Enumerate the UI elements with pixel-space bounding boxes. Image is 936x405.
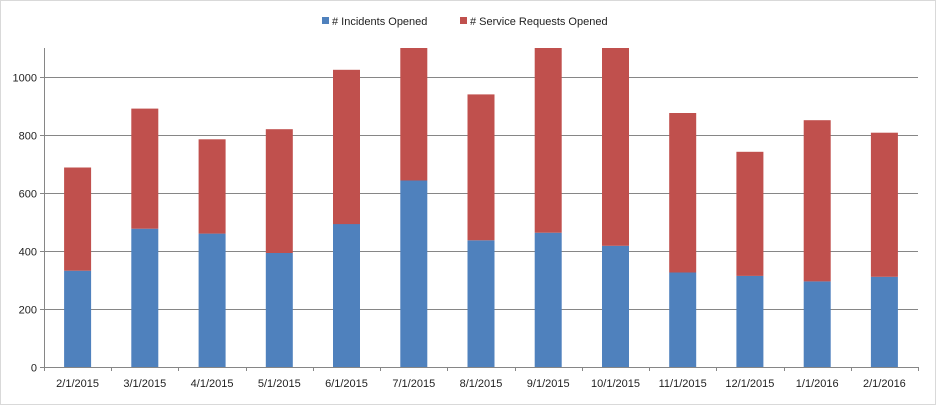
legend: # Incidents Opened # Service Requests Ope… xyxy=(322,16,608,28)
bar-service-requests-9 xyxy=(669,113,697,273)
y-tick-label-5: 1000 xyxy=(13,73,37,85)
y-tick-label-0: 0 xyxy=(31,363,37,375)
y-tick-label-3: 600 xyxy=(19,189,37,201)
bar-incidents-9 xyxy=(669,272,697,367)
bar-service-requests-2 xyxy=(198,139,226,234)
bar-incidents-2 xyxy=(198,233,226,367)
bar-service-requests-8 xyxy=(602,48,629,246)
x-tick-label-12: 2/1/2016 xyxy=(863,378,906,390)
x-tick-label-10: 12/1/2015 xyxy=(725,378,774,390)
bar-service-requests-11 xyxy=(803,120,831,282)
y-tick-label-2: 400 xyxy=(19,247,37,259)
bar-service-requests-7 xyxy=(534,48,562,233)
bar-incidents-8 xyxy=(602,245,629,367)
bar-service-requests-5 xyxy=(400,48,428,181)
bar-incidents-11 xyxy=(803,281,831,367)
legend-label-incidents: # Incidents Opened xyxy=(332,16,427,28)
x-tick-label-11: 1/1/2016 xyxy=(796,378,839,390)
legend-swatch-service-requests xyxy=(460,17,467,24)
bar-service-requests-0 xyxy=(64,167,92,271)
x-tick-label-3: 5/1/2015 xyxy=(258,378,301,390)
bar-incidents-7 xyxy=(534,232,562,367)
x-tick-label-9: 11/1/2015 xyxy=(659,378,707,390)
bar-incidents-12 xyxy=(870,276,898,367)
bar-incidents-10 xyxy=(736,275,764,367)
bar-incidents-4 xyxy=(333,224,360,367)
x-tick-label-7: 9/1/2015 xyxy=(527,378,570,390)
bar-incidents-1 xyxy=(131,228,159,367)
x-tick-label-2: 4/1/2015 xyxy=(191,378,234,390)
bar-incidents-3 xyxy=(265,253,293,367)
x-tick-label-6: 8/1/2015 xyxy=(460,378,503,390)
bar-service-requests-10 xyxy=(736,151,764,276)
bar-service-requests-6 xyxy=(467,94,495,241)
legend-label-service-requests: # Service Requests Opened xyxy=(470,16,608,28)
bar-incidents-5 xyxy=(400,180,428,367)
y-tick-label-1: 200 xyxy=(19,305,37,317)
x-tick-label-1: 3/1/2015 xyxy=(123,378,166,390)
axes xyxy=(40,48,918,371)
x-tick-label-5: 7/1/2015 xyxy=(392,378,435,390)
y-tick-label-4: 800 xyxy=(19,131,37,143)
bars xyxy=(64,48,898,367)
bar-service-requests-1 xyxy=(131,108,159,229)
y-axis-ticks: 0 200 400 600 800 1000 xyxy=(13,73,44,375)
bar-service-requests-4 xyxy=(333,69,360,225)
x-tick-label-8: 10/1/2015 xyxy=(591,378,640,390)
bar-incidents-0 xyxy=(64,270,92,367)
bar-service-requests-12 xyxy=(870,132,898,277)
legend-swatch-incidents xyxy=(322,17,329,24)
bar-incidents-6 xyxy=(467,240,495,367)
bar-service-requests-3 xyxy=(265,129,293,253)
x-tick-label-4: 6/1/2015 xyxy=(325,378,368,390)
x-tick-label-0: 2/1/2015 xyxy=(56,378,99,390)
x-axis-ticks: 2/1/2015 3/1/2015 4/1/2015 5/1/2015 6/1/2015… xyxy=(44,367,919,390)
